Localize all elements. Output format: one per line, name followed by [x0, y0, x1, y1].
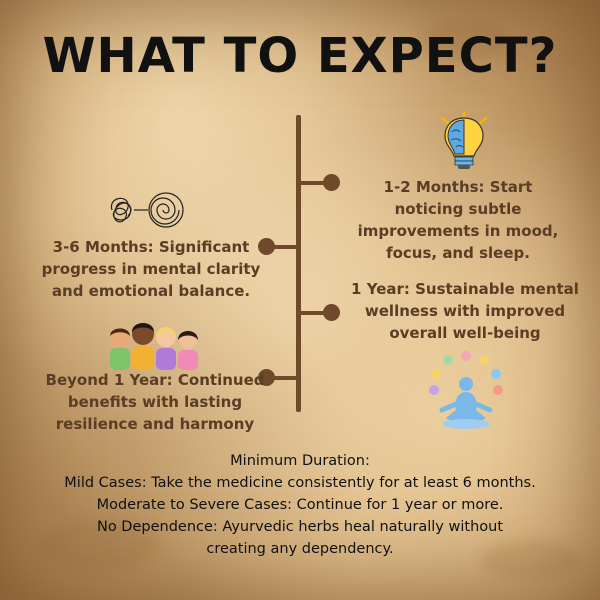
timeline-branch-2 [270, 245, 298, 249]
timeline-branch-4 [270, 376, 298, 380]
timeline-text-1-year: 1 Year: Sustainable mental wellness with… [351, 280, 579, 342]
duration-line-moderate-severe: Moderate to Severe Cases: Continue for 1… [96, 497, 504, 513]
timeline-node-1 [323, 174, 340, 191]
timeline-text-1-2-months: 1-2 Months: Start noticing subtle improv… [357, 178, 559, 262]
timeline-node-4 [258, 369, 275, 386]
timeline-branch-1 [300, 181, 328, 185]
duration-line-mild: Mild Cases: Take the medicine consistent… [64, 475, 536, 491]
meditation-wellness-icon [429, 351, 503, 429]
page-title: WHAT TO EXPECT? [42, 28, 558, 84]
tangled-to-spiral-icon [110, 192, 184, 228]
timeline-text-beyond-1-year: Beyond 1 Year: Continued benefits with l… [45, 371, 265, 433]
group-of-people-icon [110, 323, 198, 370]
timeline-node-3 [323, 304, 340, 321]
timeline-node-2 [258, 238, 275, 255]
minimum-duration-section: Minimum Duration: Mild Cases: Take the m… [0, 450, 600, 560]
timeline-text-3-6-months: 3-6 Months: Significant progress in ment… [41, 238, 261, 300]
timeline-branch-3 [300, 311, 328, 315]
timeline-spine [296, 115, 301, 412]
duration-line-no-dependence: No Dependence: Ayurvedic herbs heal natu… [96, 519, 504, 557]
lightbulb-brain-icon [440, 112, 488, 169]
minimum-duration-heading: Minimum Duration: [230, 453, 370, 469]
